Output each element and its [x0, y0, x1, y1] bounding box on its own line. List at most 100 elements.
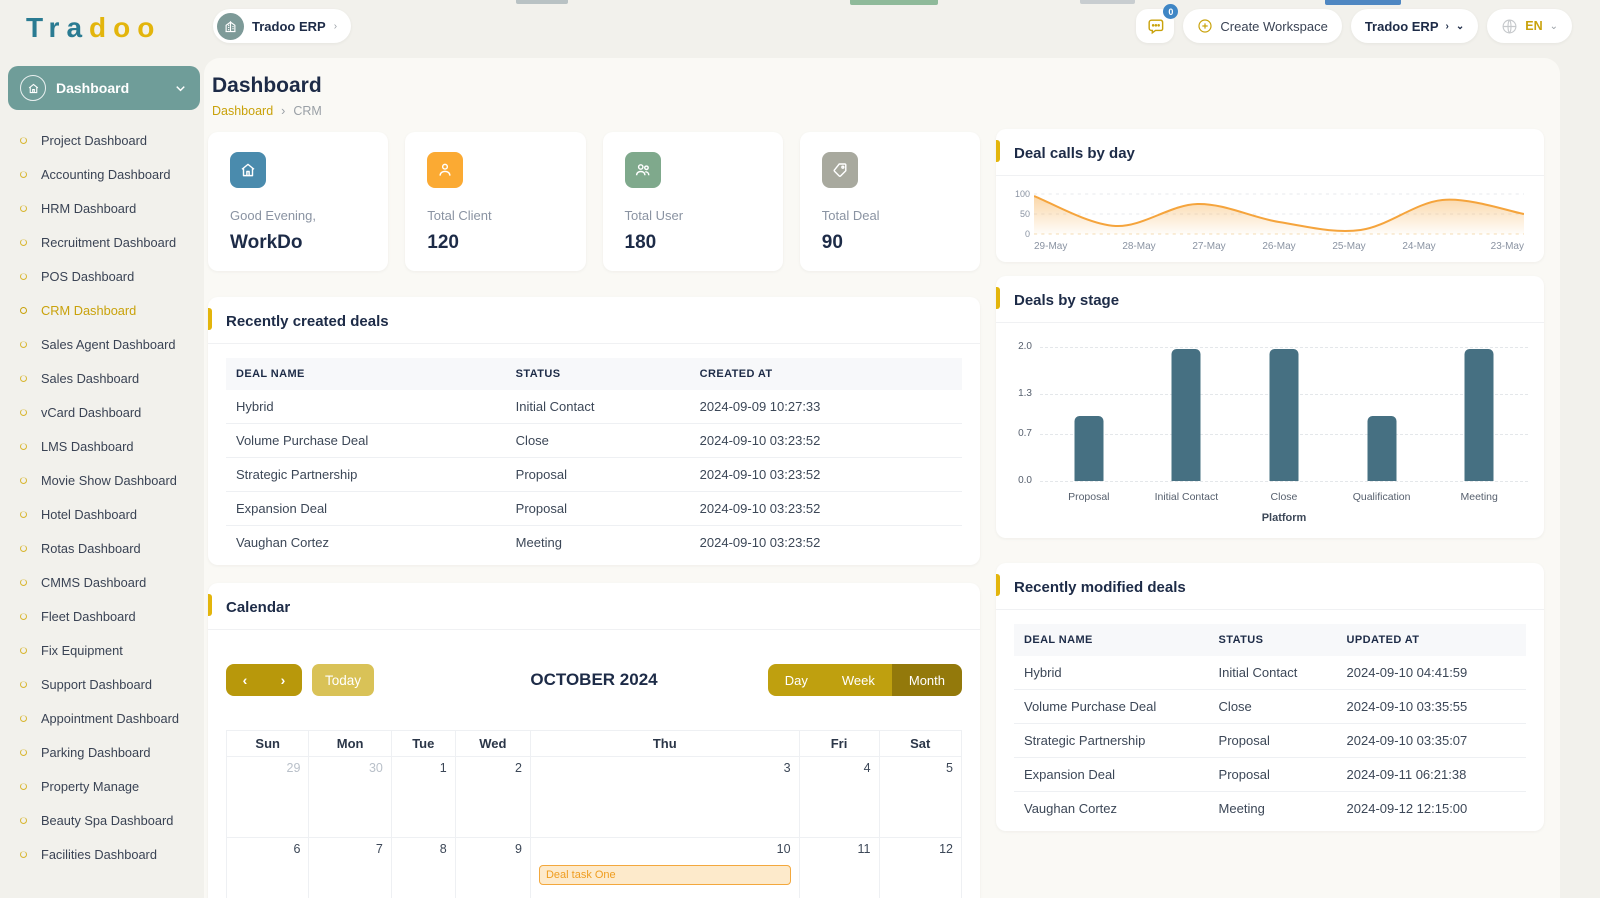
breadcrumb: Dashboard › CRM	[212, 104, 980, 118]
language-selector[interactable]: EN ⌄	[1487, 9, 1572, 43]
table-cell: Proposal	[505, 457, 690, 492]
x-axis-label: 25-May	[1332, 241, 1366, 252]
sidebar-item-hotel-dashboard[interactable]: Hotel Dashboard	[14, 498, 200, 532]
bullet-icon	[20, 340, 27, 348]
sidebar-item-label: Fleet Dashboard	[41, 608, 136, 624]
card-accent-bar	[996, 574, 1000, 596]
sidebar-item-accounting-dashboard[interactable]: Accounting Dashboard	[14, 158, 200, 192]
calendar-day-cell[interactable]: 30	[308, 756, 392, 838]
calendar-view-day[interactable]: Day	[767, 664, 825, 696]
bullet-icon	[20, 816, 27, 824]
bullet-icon	[20, 137, 27, 144]
calendar-day-cell[interactable]: 11	[798, 837, 880, 898]
calendar-view-month[interactable]: Month	[891, 664, 962, 696]
sidebar-item-label: LMS Dashboard	[41, 438, 134, 454]
table-cell: 2024-09-10 03:23:52	[689, 423, 962, 458]
calendar-next-button[interactable]: ›	[264, 664, 302, 696]
erp-workspace-selector[interactable]: Tradoo ERP › ⌄	[1350, 9, 1479, 43]
table-cell: 2024-09-10 03:23:52	[689, 457, 962, 492]
sidebar-item-project-dashboard[interactable]: Project Dashboard	[14, 124, 200, 158]
sidebar-item-sales-agent-dashboard[interactable]: Sales Agent Dashboard	[14, 328, 200, 362]
calendar-prev-button[interactable]: ‹	[226, 664, 264, 696]
bullet-icon	[20, 612, 27, 620]
bullet-icon	[20, 646, 27, 654]
table-cell: Vaughan Cortez	[236, 535, 329, 550]
breadcrumb-dashboard-link[interactable]: Dashboard	[212, 104, 274, 118]
sidebar-item-rotas-dashboard[interactable]: Rotas Dashboard	[14, 532, 200, 566]
top-bar: Tradoo Tradoo ERP › 0	[0, 0, 1600, 58]
y-axis-tick: 100	[1014, 189, 1030, 199]
calendar-day-cell[interactable]: 12	[878, 837, 963, 898]
calendar-day-cell[interactable]: 29	[225, 756, 310, 838]
calendar-day-cell[interactable]: 9	[454, 837, 531, 898]
table-cell: Vaughan Cortez	[1024, 801, 1117, 816]
calendar-day-cell[interactable]: 6	[225, 837, 310, 898]
deal-calls-chart: 100 50 0 29-May 28-May 27-May 26-May 25-May 24-M…	[996, 176, 1544, 262]
sidebar-item-crm-dashboard[interactable]: CRM Dashboard	[14, 294, 200, 328]
sidebar-item-recruitment-dashboard[interactable]: Recruitment Dashboard	[14, 226, 200, 260]
bar-close	[1269, 349, 1299, 481]
calendar-day-number: 7	[375, 842, 383, 856]
sidebar-item-label: Accounting Dashboard	[41, 166, 171, 182]
calendar-day-header: Sat	[878, 730, 963, 757]
calendar-view-switcher: Day Week Month	[767, 664, 962, 696]
sidebar-item-vcard-dashboard[interactable]: vCard Dashboard	[14, 396, 200, 430]
sidebar-item-support-dashboard[interactable]: Support Dashboard	[14, 668, 200, 702]
workspace-pill[interactable]: Tradoo ERP ›	[213, 9, 352, 43]
sidebar-item-appointment-dashboard[interactable]: Appointment Dashboard	[14, 702, 200, 736]
calendar-day-cell[interactable]: 8	[390, 837, 456, 898]
calendar-day-header: Thu	[529, 730, 800, 757]
tag-icon	[821, 152, 858, 188]
sidebar-item-parking-dashboard[interactable]: Parking Dashboard	[14, 736, 200, 770]
sidebar-item-property-manage[interactable]: Property Manage	[14, 770, 200, 804]
calendar-day-cell[interactable]: 10 Deal task One	[529, 837, 800, 898]
sidebar-item-pos-dashboard[interactable]: POS Dashboard	[14, 260, 200, 294]
table-cell: 2024-09-10 03:35:55	[1336, 689, 1526, 724]
calendar-day-cell[interactable]: 5	[878, 756, 963, 838]
app-logo[interactable]: Tradoo	[26, 12, 161, 44]
table-row: Volume Purchase Deal Close 2024-09-10 03:3…	[1014, 689, 1526, 724]
calendar-view-week[interactable]: Week	[824, 664, 892, 696]
table-cell: Hybrid	[1014, 656, 1209, 690]
sidebar-item-movie-show-dashboard[interactable]: Movie Show Dashboard	[14, 464, 200, 498]
column-header: DEAL NAME	[1014, 624, 1209, 656]
sidebar-dashboard-toggle[interactable]: Dashboard	[8, 66, 200, 110]
x-axis-label: Meeting	[1460, 491, 1498, 503]
stat-card-good-evening-: Good Evening, WorkDo	[208, 132, 389, 271]
sidebar-item-lms-dashboard[interactable]: LMS Dashboard	[14, 430, 200, 464]
sidebar-item-fleet-dashboard[interactable]: Fleet Dashboard	[14, 600, 200, 634]
calendar-event[interactable]: Deal task One	[538, 865, 791, 885]
sidebar-item-label: Fix Equipment	[41, 642, 123, 658]
sidebar-item-facilities-dashboard[interactable]: Facilities Dashboard	[14, 838, 200, 872]
sidebar-item-cmms-dashboard[interactable]: CMMS Dashboard	[14, 566, 200, 600]
calendar-day-number: 8	[439, 842, 447, 856]
x-axis-label: 24-May	[1402, 241, 1436, 252]
column-header: DEAL NAME	[226, 358, 506, 390]
calendar-day-cell[interactable]: 2	[454, 756, 531, 838]
recently-created-deals-table: DEAL NAME STATUS CREATED AT Hybrid Initial C…	[226, 358, 962, 559]
sidebar-item-beauty-spa-dashboard[interactable]: Beauty Spa Dashboard	[14, 804, 200, 838]
sidebar-item-hrm-dashboard[interactable]: HRM Dashboard	[14, 192, 200, 226]
x-axis-label: 23-May	[1490, 241, 1524, 252]
messages-button[interactable]: 0	[1136, 4, 1179, 43]
calendar-day-cell[interactable]: 1	[390, 756, 456, 838]
erp-selector-label: Tradoo ERP	[1364, 18, 1439, 34]
x-axis-label: 29-May	[1034, 241, 1068, 252]
calendar-card: Calendar ‹ › Today OCTOBER 2024 Day Week M…	[208, 583, 980, 898]
bullet-icon	[20, 850, 27, 858]
deal-calls-card: Deal calls by day 100 50 0 29-May 28-May 27-M…	[996, 129, 1544, 262]
sidebar-item-fix-equipment[interactable]: Fix Equipment	[14, 634, 200, 668]
logo-text-teal: Tra	[26, 12, 90, 43]
calendar-today-button[interactable]: Today	[312, 664, 375, 696]
sidebar-item-label: CMMS Dashboard	[41, 574, 147, 590]
calendar-day-cell[interactable]: 4	[798, 756, 880, 838]
bullet-icon	[20, 306, 27, 314]
calendar-day-cell[interactable]: 3	[529, 756, 800, 838]
create-workspace-button[interactable]: Create Workspace	[1183, 9, 1342, 43]
sidebar-item-label: Movie Show Dashboard	[41, 472, 177, 488]
table-row: Strategic Partnership Proposal 2024-09-10 …	[226, 457, 962, 492]
x-axis-label: Initial Contact	[1154, 491, 1219, 503]
x-axis-label: 27-May	[1192, 241, 1226, 252]
calendar-day-cell[interactable]: 7	[308, 837, 392, 898]
sidebar-item-sales-dashboard[interactable]: Sales Dashboard	[14, 362, 200, 396]
